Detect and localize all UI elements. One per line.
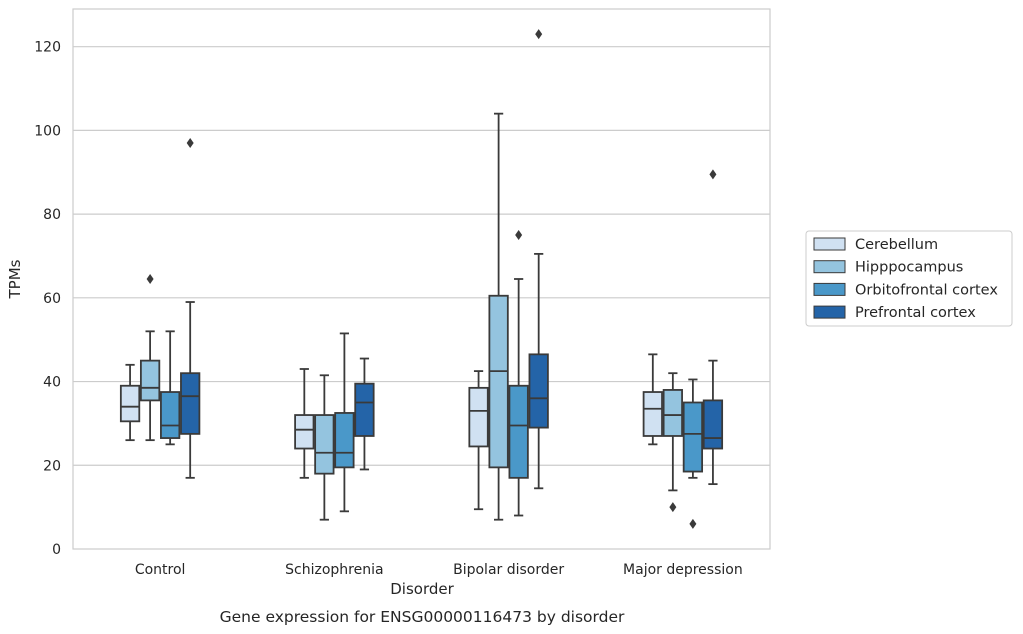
box-3-2 [682,378,704,529]
box-body [468,386,489,448]
chart-caption: Gene expression for ENSG00000116473 by d… [220,608,625,626]
box-body [682,401,704,473]
outlier-marker [515,230,523,241]
x-tick-label: Bipolar disorder [453,562,564,578]
box-1-3 [354,357,375,471]
y-tick-label: 20 [43,458,61,474]
plot-area [72,8,771,550]
legend-swatch [813,260,846,274]
outlier-marker [146,274,154,284]
box-body [139,359,161,402]
box-body [528,353,549,429]
box-1-2 [334,332,355,513]
box-0-3 [180,137,201,479]
box-2-0 [468,370,489,511]
boxes [119,29,724,529]
x-axis-label: Disorder [390,580,454,598]
outlier-marker [669,502,677,513]
box-0-0 [119,363,141,442]
y-tick-label: 40 [43,375,61,391]
outlier-marker [186,137,194,148]
outlier-marker [535,29,543,40]
legend-frame [805,230,1013,327]
box-body [488,294,509,469]
y-axis-ticks: 0 20 40 60 80 100 120 [34,40,61,558]
y-tick-label: 80 [43,207,61,223]
legend-label: Cerebellum [855,237,938,253]
box-body [334,412,355,469]
outlier-marker [689,518,697,529]
box-0-2 [160,330,181,446]
box-body [508,384,529,479]
legend-label: Prefrontal cortex [855,305,976,321]
box-2-1 [488,112,509,521]
box-1-0 [294,368,315,479]
box-body [642,391,663,437]
y-axis-label: TPMs [6,259,24,299]
box-body [119,384,141,423]
y-tick-label: 120 [34,40,61,56]
x-tick-label: Schizophrenia [285,562,383,578]
legend: Cerebellum Hipppocampus Orbitofrontal cort… [805,230,1013,327]
box-body [294,414,315,450]
legend-swatch [813,237,846,251]
box-3-0 [642,353,663,446]
box-1-1 [314,374,335,521]
box-2-2 [508,230,529,517]
y-tick-label: 60 [43,291,61,307]
outlier-marker [709,169,717,180]
y-tick-label: 0 [52,542,61,558]
box-body [662,389,683,437]
box-body [314,414,335,475]
box-2-3 [528,29,549,490]
x-tick-label: Major depression [623,562,743,578]
legend-swatch [813,305,846,319]
legend-label: Hipppocampus [855,260,963,276]
x-tick-label: Control [135,562,186,578]
box-0-1 [139,274,161,442]
box-body [702,399,724,450]
y-tick-label: 100 [34,123,61,139]
legend-label: Orbitofrontal cortex [855,282,998,298]
box-body [354,382,375,437]
box-3-3 [702,169,724,486]
legend-swatch [813,282,846,296]
x-axis-ticks: Control Schizophrenia Bipolar disorder Majo… [135,562,743,578]
box-body [160,391,181,439]
box-3-1 [662,372,683,513]
box-body [180,372,201,435]
